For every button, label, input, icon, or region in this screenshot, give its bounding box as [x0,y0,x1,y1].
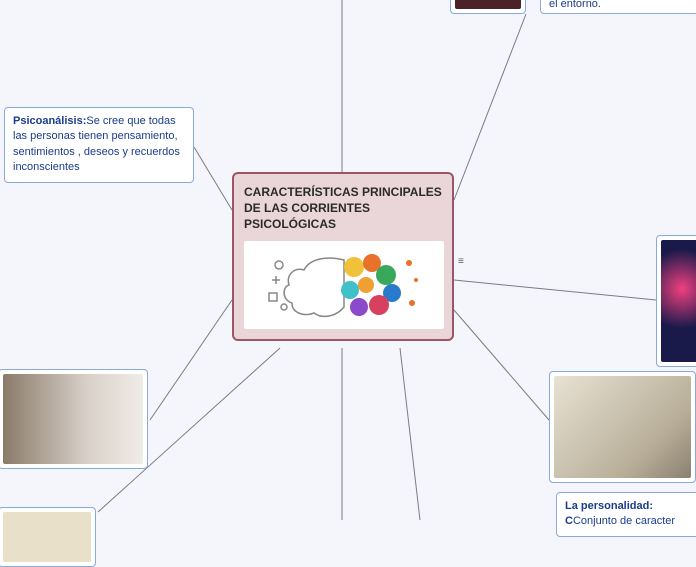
bottom-left-image-node[interactable] [0,507,96,567]
expand-icon[interactable]: ≡ [458,256,464,267]
entorno-text: el entorno. [549,0,601,10]
top-image-node [450,0,526,14]
psicoanalisis-node[interactable]: Psicoanálisis:Se cree que todas las pers… [4,107,194,183]
gears-image-node[interactable] [549,371,696,483]
center-title: CARACTERÍSTICAS PRINCIPALES DE LAS CORRI… [244,184,442,233]
personalidad-text: Conjunto de caracter [573,515,675,527]
face-image-node[interactable] [656,235,696,367]
center-node[interactable]: CARACTERÍSTICAS PRINCIPALES DE LAS CORRI… [232,172,454,341]
personalidad-node[interactable]: La personalidad: CConjunto de caracter [556,492,696,537]
entorno-fragment-node: el entorno. [540,0,696,14]
personalidad-label: La personalidad: [565,500,653,512]
center-image [244,241,444,329]
eeg-image-node[interactable] [0,369,148,469]
psicoanalisis-label: Psicoanálisis: [13,115,86,127]
